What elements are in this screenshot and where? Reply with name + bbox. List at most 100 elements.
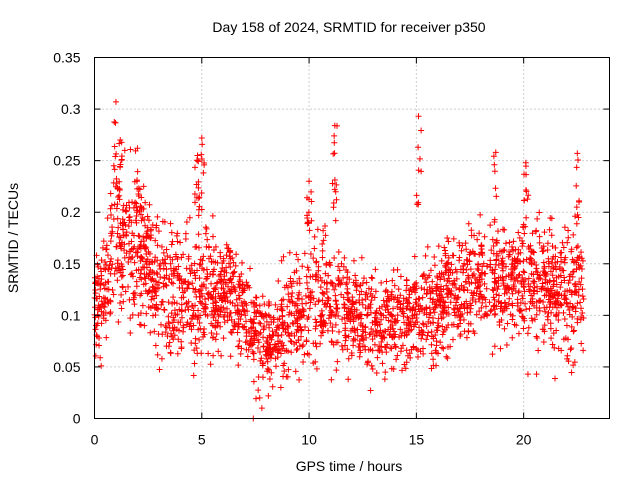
- data-point: [500, 226, 507, 233]
- data-point: [191, 191, 198, 198]
- data-point: [415, 113, 422, 120]
- data-point: [97, 286, 104, 293]
- data-point: [102, 279, 109, 286]
- data-point: [367, 330, 374, 337]
- y-tick-label: 0.35: [53, 50, 80, 66]
- data-point: [438, 257, 445, 264]
- data-point: [168, 310, 175, 317]
- data-point: [111, 143, 118, 150]
- data-point: [148, 276, 155, 283]
- data-point: [521, 197, 528, 204]
- data-point: [334, 305, 341, 312]
- data-point: [293, 346, 300, 353]
- data-point: [565, 234, 572, 241]
- data-point: [490, 153, 497, 160]
- data-point: [94, 320, 101, 327]
- data-point: [244, 282, 251, 289]
- data-point: [285, 296, 292, 303]
- data-point: [345, 305, 352, 312]
- data-point: [260, 326, 267, 333]
- data-point: [195, 157, 202, 164]
- data-point: [428, 365, 435, 372]
- data-point: [305, 267, 312, 274]
- data-point: [436, 297, 443, 304]
- data-point: [420, 272, 427, 279]
- data-point: [492, 266, 499, 273]
- data-point: [340, 263, 347, 270]
- data-point: [298, 326, 305, 333]
- data-point: [442, 250, 449, 257]
- data-point: [544, 246, 551, 253]
- data-point: [573, 204, 580, 211]
- data-point: [170, 327, 177, 334]
- data-point: [460, 316, 467, 323]
- data-point: [281, 347, 288, 354]
- data-point: [203, 266, 210, 273]
- data-point: [265, 348, 272, 355]
- data-point: [428, 328, 435, 335]
- data-point: [434, 296, 441, 303]
- data-point: [441, 244, 448, 251]
- data-point: [244, 353, 251, 360]
- data-point: [423, 290, 430, 297]
- data-point: [515, 288, 522, 295]
- data-point: [183, 300, 190, 307]
- data-point: [459, 263, 466, 270]
- data-point: [568, 323, 575, 330]
- data-point: [135, 232, 142, 239]
- data-point: [192, 164, 199, 171]
- data-point: [540, 339, 547, 346]
- data-point: [359, 326, 366, 333]
- data-point: [198, 156, 205, 163]
- data-point: [387, 326, 394, 333]
- data-point: [288, 293, 295, 300]
- data-point: [307, 299, 314, 306]
- data-point: [558, 258, 565, 265]
- data-point: [277, 384, 284, 391]
- data-point: [350, 342, 357, 349]
- data-point: [98, 276, 105, 283]
- data-point: [327, 262, 334, 269]
- data-point: [106, 262, 113, 269]
- data-point: [580, 295, 587, 302]
- data-point: [499, 265, 506, 272]
- data-point: [165, 299, 172, 306]
- data-point: [479, 299, 486, 306]
- data-point: [439, 294, 446, 301]
- data-point: [373, 307, 380, 314]
- data-point: [111, 119, 118, 126]
- data-point: [573, 182, 580, 189]
- data-point: [191, 260, 198, 267]
- data-point: [118, 305, 125, 312]
- data-point: [116, 140, 123, 147]
- data-point: [231, 268, 238, 275]
- data-point: [541, 304, 548, 311]
- data-point: [205, 244, 212, 251]
- data-point: [524, 196, 531, 203]
- data-point: [308, 188, 315, 195]
- y-tick-label: 0.15: [53, 256, 80, 272]
- data-point: [358, 254, 365, 261]
- data-point: [476, 308, 483, 315]
- data-point: [364, 305, 371, 312]
- data-point: [458, 247, 465, 254]
- data-point: [332, 217, 339, 224]
- data-point: [509, 290, 516, 297]
- data-point: [196, 336, 203, 343]
- data-point: [323, 285, 330, 292]
- data-point: [123, 250, 130, 257]
- data-point: [180, 324, 187, 331]
- data-point: [383, 287, 390, 294]
- data-point: [520, 257, 527, 264]
- data-point: [522, 159, 529, 166]
- data-point: [235, 292, 242, 299]
- data-point: [140, 183, 147, 190]
- data-point: [356, 291, 363, 298]
- data-point: [160, 265, 167, 272]
- data-point: [142, 258, 149, 265]
- data-point: [524, 371, 531, 378]
- data-point: [493, 291, 500, 298]
- data-point: [286, 309, 293, 316]
- data-point: [112, 153, 119, 160]
- data-point: [563, 299, 570, 306]
